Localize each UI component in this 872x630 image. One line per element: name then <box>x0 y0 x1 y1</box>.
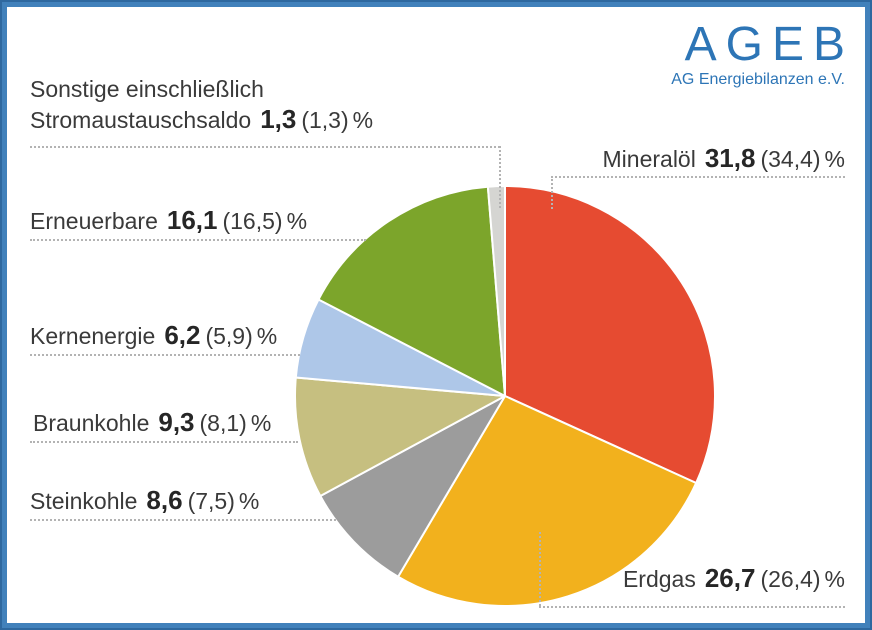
ageb-logo: AGEB AG Energiebilanzen e.V. <box>671 20 845 89</box>
leader-sonstige-horizontal <box>30 146 500 148</box>
leader-mineraloel-vertical <box>551 176 553 209</box>
leader-braunkohle-horizontal <box>30 441 298 443</box>
pie-slice-mineraloel <box>504 185 716 485</box>
pie-slice-braunkohle <box>294 376 506 498</box>
slice-secondary-value: (34,4) <box>760 146 821 172</box>
percent-sign: % <box>824 146 845 172</box>
slice-secondary-value: (1,3) <box>301 107 349 133</box>
slice-value: 9,3 <box>158 407 195 437</box>
slice-value: 8,6 <box>146 485 183 515</box>
label-erneuerbare: Erneuerbare 16,1 (16,5)% <box>30 205 307 236</box>
label-kernenergie: Kernenergie 6,2 (5,9)% <box>30 320 277 351</box>
slice-name: Mineralöl <box>602 146 696 172</box>
label-mineraloel: Mineralöl 31,8 (34,4)% <box>603 143 845 174</box>
percent-sign: % <box>256 323 278 349</box>
leader-steinkohle-horizontal <box>30 519 336 521</box>
slice-name-line2: Stromaustauschsaldo 1,3 (1,3)% <box>30 104 373 135</box>
pie-slice-sonstige <box>486 185 506 397</box>
slice-name-line1: Sonstige einschließlich <box>30 76 264 102</box>
leader-erdgas-vertical <box>539 532 541 606</box>
percent-sign: % <box>286 208 308 234</box>
slice-name: Stromaustauschsaldo <box>30 107 252 133</box>
slice-value: 31,8 <box>704 143 756 173</box>
label-sonstige: Sonstige einschließlich Stromaustauschsa… <box>30 74 373 135</box>
pie-slice-erneuerbare <box>317 185 506 397</box>
percent-sign: % <box>824 566 845 592</box>
slice-name: Erdgas <box>622 566 696 592</box>
slice-secondary-value: (5,9) <box>205 323 253 349</box>
leader-erneuerbare-horizontal <box>30 239 366 241</box>
label-erdgas: Erdgas 26,7 (26,4)% <box>623 563 845 594</box>
label-steinkohle: Steinkohle 8,6 (7,5)% <box>30 485 259 516</box>
slice-value: 26,7 <box>704 563 756 593</box>
leader-mineraloel-horizontal <box>551 176 845 178</box>
slice-name: Erneuerbare <box>30 208 158 234</box>
slice-name: Steinkohle <box>30 488 138 514</box>
slice-secondary-value: (7,5) <box>187 488 235 514</box>
slice-name: Kernenergie <box>30 323 156 349</box>
slice-value: 6,2 <box>164 320 201 350</box>
logo-title: AGEB <box>684 18 854 71</box>
percent-sign: % <box>250 410 272 436</box>
pie-slice-steinkohle <box>319 395 506 578</box>
label-braunkohle: Braunkohle 9,3 (8,1)% <box>33 407 271 438</box>
slice-secondary-value: (8,1) <box>199 410 247 436</box>
slice-value: 1,3 <box>260 104 297 134</box>
slice-secondary-value: (26,4) <box>760 566 821 592</box>
percent-sign: % <box>238 488 260 514</box>
leader-sonstige-vertical <box>499 146 501 208</box>
slice-value: 16,1 <box>166 205 218 235</box>
leader-erdgas-horizontal <box>539 606 845 608</box>
percent-sign: % <box>352 107 374 133</box>
slice-secondary-value: (16,5) <box>222 208 283 234</box>
logo-subtitle: AG Energiebilanzen e.V. <box>671 71 845 88</box>
leader-kernenergie-horizontal <box>30 354 300 356</box>
pie-slice-erdgas <box>397 395 698 607</box>
slice-name: Braunkohle <box>33 410 150 436</box>
